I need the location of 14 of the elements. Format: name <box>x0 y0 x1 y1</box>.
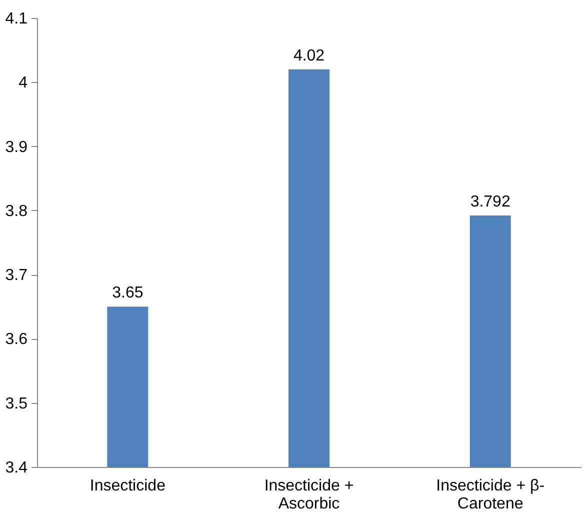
y-tick-label: 3.7 <box>5 267 28 284</box>
data-label: 3.65 <box>112 284 144 302</box>
y-tick-label: 4.1 <box>5 10 28 28</box>
x-tick-label: Insecticide + β-Carotene <box>436 478 545 512</box>
y-tick-label: 3.6 <box>5 331 28 348</box>
y-tick-label: 3.4 <box>5 460 28 476</box>
y-tick-label: 3.5 <box>5 395 28 412</box>
y-tick-label: 3.8 <box>5 202 28 220</box>
data-label: 3.792 <box>470 194 510 211</box>
y-tick-label: 4 <box>18 74 28 92</box>
x-tick-label: Insecticide <box>90 478 166 494</box>
y-tick-label: 3.9 <box>5 138 28 156</box>
x-tick-label: Insecticide + Ascorbic <box>264 478 354 512</box>
data-label: 4.02 <box>293 47 325 64</box>
